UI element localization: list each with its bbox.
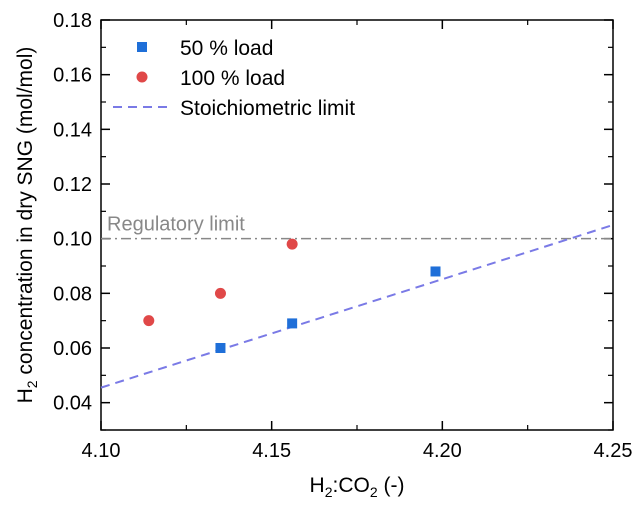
legend-label: Stoichiometric limit (180, 97, 355, 120)
point-100-load (143, 315, 155, 327)
y-tick-label: 0.12 (53, 174, 92, 196)
point-100-load (286, 238, 298, 250)
annotations: Regulatory limit (107, 214, 245, 236)
x-tick-label: 4.10 (82, 440, 121, 462)
point-50-load (287, 318, 298, 329)
legend-label: 100 % load (180, 67, 285, 90)
regulatory-limit-label: Regulatory limit (107, 214, 245, 236)
y-tick-label: 0.10 (53, 229, 92, 251)
axis-ticks: 4.10 4.15 4.20 4.25 0.04 0.06 0.08 0.10 0.12 0.14… (53, 10, 632, 462)
x-tick-label: 4.20 (423, 440, 462, 462)
point-50-load (430, 266, 441, 277)
y-tick-label: 0.18 (53, 10, 92, 32)
y-axis-label: H2 concentration in dry SNG (mol/mol) (14, 47, 40, 404)
x-tick-label: 4.25 (594, 440, 633, 462)
x-tick-label: 4.15 (252, 440, 291, 462)
stoichiometric-limit-line-path (100, 224, 614, 389)
y-tick-label: 0.08 (53, 283, 92, 305)
point-50-load (215, 343, 226, 353)
legend-label: 50 % load (180, 37, 273, 60)
legend-marker-50-load (137, 42, 147, 52)
point-100-load (214, 287, 226, 299)
x-axis-label: H2:CO2 (-) (310, 474, 405, 500)
y-tick-label: 0.16 (53, 65, 92, 87)
legend-marker-100-load (136, 71, 148, 83)
y-tick-label: 0.06 (53, 338, 92, 360)
legend: 50 % load 100 % load Stoichiometric limit (113, 37, 355, 120)
y-tick-label: 0.14 (53, 119, 92, 141)
y-tick-label: 0.04 (53, 393, 92, 415)
data-points (143, 238, 441, 353)
stoichiometric-limit-line (100, 224, 614, 389)
